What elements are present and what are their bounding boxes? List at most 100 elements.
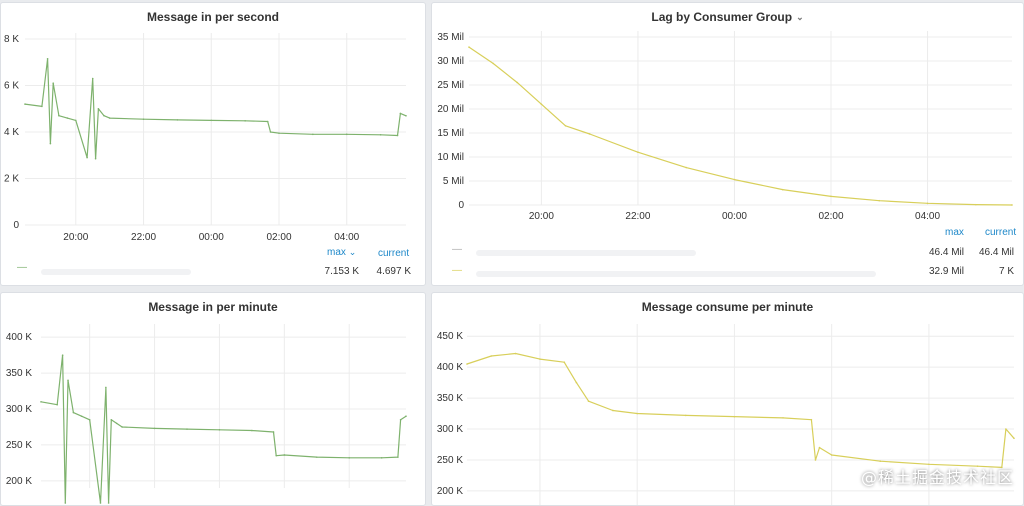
y-tick-label: 250 K bbox=[437, 455, 463, 466]
legend-series-swatch[interactable]: — bbox=[17, 262, 27, 273]
legend-series-name bbox=[476, 250, 696, 256]
series-line[interactable] bbox=[466, 352, 1015, 468]
data-point bbox=[107, 502, 110, 504]
data-point bbox=[733, 415, 736, 418]
data-point bbox=[1011, 204, 1013, 206]
data-point bbox=[49, 142, 52, 145]
data-point bbox=[244, 120, 246, 122]
y-tick-label: 450 K bbox=[437, 331, 463, 342]
data-point bbox=[72, 411, 75, 414]
legend-header-current[interactable]: current bbox=[378, 248, 410, 259]
data-point bbox=[514, 352, 517, 355]
data-point bbox=[380, 457, 383, 459]
data-point bbox=[1013, 437, 1015, 440]
legend-series-name bbox=[41, 269, 191, 275]
series-line[interactable] bbox=[24, 58, 407, 160]
data-point bbox=[108, 117, 111, 119]
data-point bbox=[283, 454, 286, 456]
y-tick-label: 0 bbox=[458, 200, 464, 211]
data-point bbox=[99, 502, 102, 504]
chevron-down-icon[interactable]: ⌄ bbox=[796, 11, 804, 22]
data-point bbox=[56, 403, 59, 406]
y-tick-label: 400 K bbox=[6, 332, 32, 343]
y-tick-label: 350 K bbox=[6, 368, 32, 379]
legend-header-max[interactable]: max bbox=[945, 227, 964, 238]
x-tick-label: 22:00 bbox=[625, 211, 650, 222]
y-tick-label: 25 Mil bbox=[437, 80, 464, 91]
data-point bbox=[926, 202, 929, 205]
x-tick-label: 20:00 bbox=[529, 211, 554, 222]
sort-chevron-icon: ⌄ bbox=[348, 247, 357, 257]
data-point bbox=[685, 166, 687, 169]
legend-header-current[interactable]: current bbox=[985, 227, 1017, 238]
data-point bbox=[94, 157, 97, 160]
data-point bbox=[564, 125, 567, 127]
panel-message-consume-per-minute: Message consume per minute 200 K 250 K 300… bbox=[431, 292, 1024, 506]
legend-max-value: 7.153 K bbox=[324, 266, 359, 277]
panel-title[interactable]: Message in per second bbox=[146, 10, 280, 24]
y-tick-label: 300 K bbox=[437, 424, 463, 435]
legend-header-max[interactable]: max ⌄ bbox=[327, 247, 357, 258]
data-point bbox=[399, 418, 402, 421]
legend-series-swatch[interactable]: — bbox=[452, 265, 462, 276]
y-tick-label: 300 K bbox=[6, 404, 32, 415]
y-tick-label: 6 K bbox=[4, 81, 19, 92]
data-point bbox=[975, 203, 977, 206]
data-point bbox=[345, 133, 348, 136]
watermark: @稀土掘金技术社区 bbox=[860, 468, 1014, 487]
data-point bbox=[1005, 428, 1007, 430]
data-point bbox=[612, 409, 614, 412]
data-point bbox=[278, 132, 280, 134]
data-point bbox=[86, 156, 88, 159]
x-tick-label: 02:00 bbox=[266, 232, 291, 243]
panel-title-text[interactable]: Lag by Consumer Group bbox=[651, 10, 793, 24]
data-point bbox=[563, 361, 566, 363]
data-point bbox=[468, 46, 470, 48]
data-point bbox=[153, 427, 156, 430]
data-point bbox=[540, 103, 543, 105]
panel-title[interactable]: Message in per minute bbox=[148, 300, 278, 314]
data-point bbox=[637, 151, 639, 153]
y-tick-label: 20 Mil bbox=[437, 104, 464, 115]
data-point bbox=[115, 422, 118, 425]
data-point bbox=[818, 446, 821, 449]
legend-series-swatch[interactable]: — bbox=[452, 244, 462, 255]
legend-row2-max: 32.9 Mil bbox=[928, 266, 964, 277]
data-point bbox=[67, 379, 69, 382]
data-point bbox=[492, 62, 494, 65]
data-point bbox=[103, 114, 105, 117]
y-tick-label: 0 bbox=[13, 220, 19, 231]
y-tick-label: 10 Mil bbox=[437, 152, 464, 163]
data-point bbox=[379, 133, 382, 136]
data-point bbox=[251, 429, 253, 432]
data-point bbox=[58, 114, 60, 117]
panel-title[interactable]: Message consume per minute bbox=[641, 300, 814, 314]
data-point bbox=[121, 426, 123, 428]
data-point bbox=[814, 459, 817, 461]
data-point bbox=[91, 77, 94, 80]
data-point bbox=[66, 117, 69, 119]
data-point bbox=[685, 414, 687, 417]
data-point bbox=[928, 463, 930, 466]
data-point bbox=[879, 460, 882, 462]
y-tick-label: 200 K bbox=[6, 476, 32, 487]
y-tick-label: 15 Mil bbox=[437, 128, 464, 139]
data-point bbox=[176, 119, 179, 121]
y-tick-label: 30 Mil bbox=[437, 56, 464, 67]
data-point bbox=[266, 120, 269, 123]
data-point bbox=[142, 118, 145, 121]
panel-title[interactable]: Lag by Consumer Group ⌄ bbox=[432, 10, 1023, 24]
data-point bbox=[24, 103, 26, 105]
data-point bbox=[466, 363, 468, 365]
legend-row2-current: 7 K bbox=[998, 266, 1014, 277]
legend-series-name bbox=[476, 271, 876, 277]
data-point bbox=[312, 133, 314, 136]
y-tick-label: 4 K bbox=[4, 127, 19, 138]
y-tick-label: 250 K bbox=[6, 440, 32, 451]
data-point bbox=[405, 415, 407, 417]
data-point bbox=[396, 134, 399, 137]
data-point bbox=[275, 454, 278, 457]
legend-current-value: 4.697 K bbox=[376, 266, 411, 277]
chart-lag-by-consumer-group: 0 5 Mil 10 Mil 15 Mil 20 Mil 25 Mil 30 Mil 35 M… bbox=[437, 31, 1013, 222]
legend-row1-max: 46.4 Mil bbox=[928, 247, 964, 258]
